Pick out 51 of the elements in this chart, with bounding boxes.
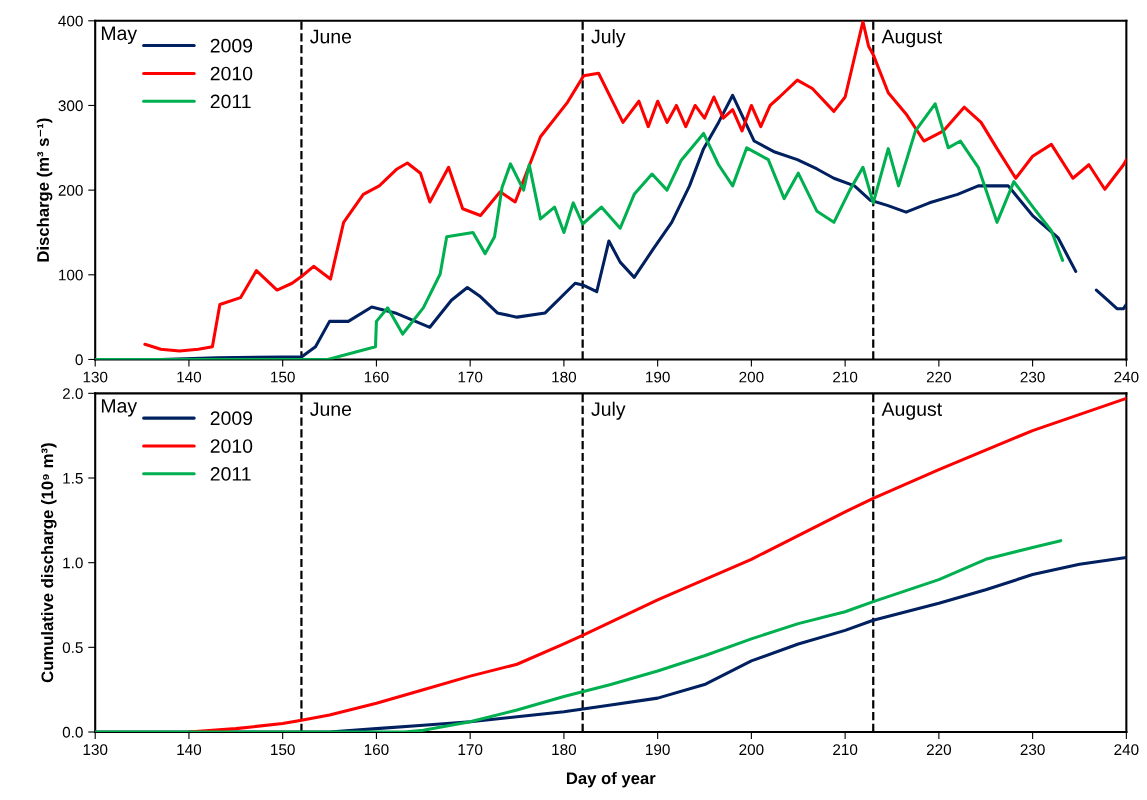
x-tick-label: 230	[1020, 371, 1045, 383]
y-axis-title: Discharge (m³ s⁻¹)	[36, 118, 53, 262]
x-tick-label: 180	[552, 744, 577, 756]
x-tick-label: 150	[271, 371, 295, 383]
x-tick-label: 210	[833, 371, 858, 383]
y-tick-label: 200	[58, 185, 83, 196]
legend-label: 2011	[210, 467, 251, 481]
ref-line-label: June	[310, 29, 352, 44]
x-tick-label: 240	[1114, 371, 1139, 383]
y-tick-label: 2.0	[62, 388, 83, 400]
x-tick-label: 220	[926, 371, 952, 383]
x-tick-label: 220	[926, 744, 952, 756]
x-tick-label: 190	[646, 371, 670, 383]
x-tick-label: 150	[271, 744, 295, 756]
legend-label: 2010	[210, 66, 253, 81]
x-tick-label: 180	[552, 371, 577, 383]
x-tick-label: 130	[83, 744, 108, 756]
y-tick-label: 400	[58, 15, 83, 27]
x-tick-label: 230	[1020, 744, 1045, 756]
x-tick-label: 200	[739, 371, 764, 383]
x-tick-label: 160	[364, 371, 389, 383]
x-tick-label: 140	[177, 371, 202, 383]
ref-line-label: August	[881, 402, 942, 420]
y-axis-title: Cumulative discharge (10⁹ m³)	[40, 443, 57, 683]
ref-line-label: June	[310, 402, 352, 416]
y-tick-label: 100	[59, 269, 83, 281]
ref-line-label: August	[881, 29, 942, 48]
y-tick-label: 0	[75, 354, 83, 366]
x-tick-label: 170	[458, 371, 483, 383]
ref-line-label: July	[591, 401, 626, 420]
x-tick-label: 140	[177, 744, 202, 756]
legend-label: 2009	[210, 411, 253, 426]
legend-label: 2010	[210, 439, 253, 453]
x-tick-label: 190	[646, 744, 670, 756]
x-tick-label: 210	[833, 744, 858, 756]
ref-line-label: July	[591, 29, 626, 48]
y-tick-label: 0.5	[62, 642, 83, 654]
y-tick-label: 0.0	[62, 726, 83, 738]
x-tick-label: 160	[364, 744, 389, 756]
y-tick-label: 1.0	[63, 557, 83, 569]
x-tick-label: 240	[1114, 744, 1139, 756]
y-tick-label: 300	[58, 100, 83, 112]
legend-label: 2009	[210, 38, 253, 53]
annotation: May	[101, 399, 138, 417]
x-tick-label: 170	[458, 744, 483, 756]
x-tick-label: 130	[83, 371, 108, 383]
legend-label: 2011	[210, 94, 251, 109]
x-tick-label: 200	[739, 744, 764, 756]
annotation: May	[101, 26, 138, 45]
x-axis-title: Day of year	[566, 771, 656, 788]
y-tick-label: 1.5	[63, 473, 83, 484]
